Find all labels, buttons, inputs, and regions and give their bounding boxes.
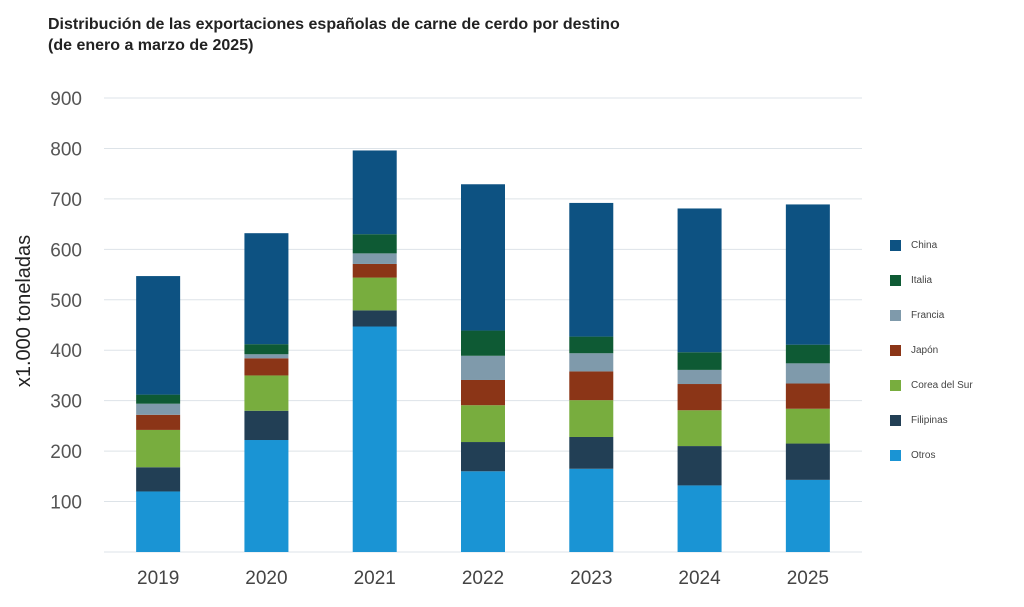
bar-segment	[244, 233, 289, 345]
chart-subtitle: (de enero a marzo de 2025)	[48, 37, 254, 54]
bar-segment	[461, 442, 505, 472]
bar-segment	[677, 369, 722, 385]
chart-legend: China Italia Francia Japón Corea del Sur Fili…	[890, 228, 973, 473]
legend-label: China	[911, 240, 938, 251]
legend-swatch	[890, 345, 901, 356]
bar-segment	[461, 471, 505, 552]
bar-segment	[136, 403, 181, 415]
bar-segment	[244, 410, 289, 441]
bar-segment	[461, 330, 505, 356]
bar-segment	[136, 414, 181, 430]
bar-segment	[569, 353, 614, 372]
legend-swatch	[890, 415, 901, 426]
x-tick-label: 2020	[245, 568, 287, 589]
y-tick-label: 300	[50, 392, 82, 413]
bar-segment	[461, 184, 505, 331]
bar-segment	[785, 408, 830, 444]
x-tick-label: 2024	[678, 568, 721, 589]
bar-segment	[569, 400, 614, 437]
legend-item: Corea del Sur	[890, 368, 973, 403]
bar-segment	[785, 363, 830, 384]
legend-swatch	[890, 450, 901, 461]
bar-segment	[785, 479, 830, 552]
y-tick-label: 600	[50, 240, 82, 261]
bar-segment	[569, 436, 614, 469]
bar-segment	[136, 467, 181, 492]
bar-segment	[461, 379, 505, 406]
chart-title-block: Distribución de las exportaciones españo…	[48, 14, 620, 56]
bar-segment	[136, 276, 181, 395]
x-tick-label: 2022	[462, 568, 504, 589]
legend-label: Otros	[911, 450, 936, 461]
bar-segment	[244, 344, 289, 355]
bar-segment	[569, 336, 614, 354]
bar-segment	[136, 429, 181, 468]
y-tick-label: 500	[50, 291, 82, 312]
legend-swatch	[890, 240, 901, 251]
y-tick-label: 400	[50, 341, 82, 362]
bar-segment	[461, 405, 505, 443]
x-tick-label: 2023	[570, 568, 612, 589]
legend-item: China	[890, 228, 973, 263]
y-axis-label: x1.000 toneladas	[13, 235, 35, 387]
bar-segment	[136, 491, 181, 552]
legend-item: Japón	[890, 333, 973, 368]
bar-segment	[785, 383, 830, 409]
legend-label: Filipinas	[911, 415, 948, 426]
chart-title: Distribución de las exportaciones españo…	[48, 16, 620, 33]
y-tick-label: 900	[50, 89, 82, 110]
bar-segment	[352, 310, 397, 327]
bar-segment	[352, 326, 397, 552]
y-tick-label: 100	[50, 493, 82, 514]
legend-label: Italia	[911, 275, 933, 286]
legend-swatch	[890, 380, 901, 391]
legend-item: Francia	[890, 298, 973, 333]
bar-segment	[352, 263, 397, 278]
bar-segment	[244, 358, 289, 376]
bar-segment	[461, 355, 505, 380]
bar-segment	[352, 277, 397, 311]
bar-segment	[569, 371, 614, 401]
bar-segment	[785, 344, 830, 364]
legend-item: Filipinas	[890, 403, 973, 438]
bar-segment	[244, 440, 289, 552]
legend-item: Italia	[890, 263, 973, 298]
bar-segment	[785, 443, 830, 480]
bar-segment	[569, 468, 614, 552]
legend-label: Japón	[911, 345, 939, 356]
bar-segment	[677, 410, 722, 447]
legend-label: Corea del Sur	[911, 380, 973, 391]
x-tick-label: 2021	[354, 568, 396, 589]
bar-segment	[677, 485, 722, 552]
y-tick-label: 200	[50, 442, 82, 463]
bar-segment	[352, 234, 397, 254]
y-tick-label: 800	[50, 139, 82, 160]
bar-segment	[244, 354, 289, 359]
y-tick-label: 700	[50, 190, 82, 211]
x-tick-label: 2019	[137, 568, 179, 589]
bar-segment	[677, 384, 722, 411]
bar-segment	[785, 204, 830, 345]
legend-swatch	[890, 310, 901, 321]
bar-segment	[352, 253, 397, 264]
bar-segment	[136, 394, 181, 404]
legend-item: Otros	[890, 438, 973, 473]
bar-segment	[677, 208, 722, 353]
bar-segment	[352, 150, 397, 235]
x-tick-label: 2025	[787, 568, 829, 589]
legend-swatch	[890, 275, 901, 286]
bar-segment	[677, 446, 722, 486]
bar-segment	[677, 352, 722, 370]
bar-segment	[569, 202, 614, 337]
legend-label: Francia	[911, 310, 945, 321]
bar-segment	[244, 375, 289, 411]
